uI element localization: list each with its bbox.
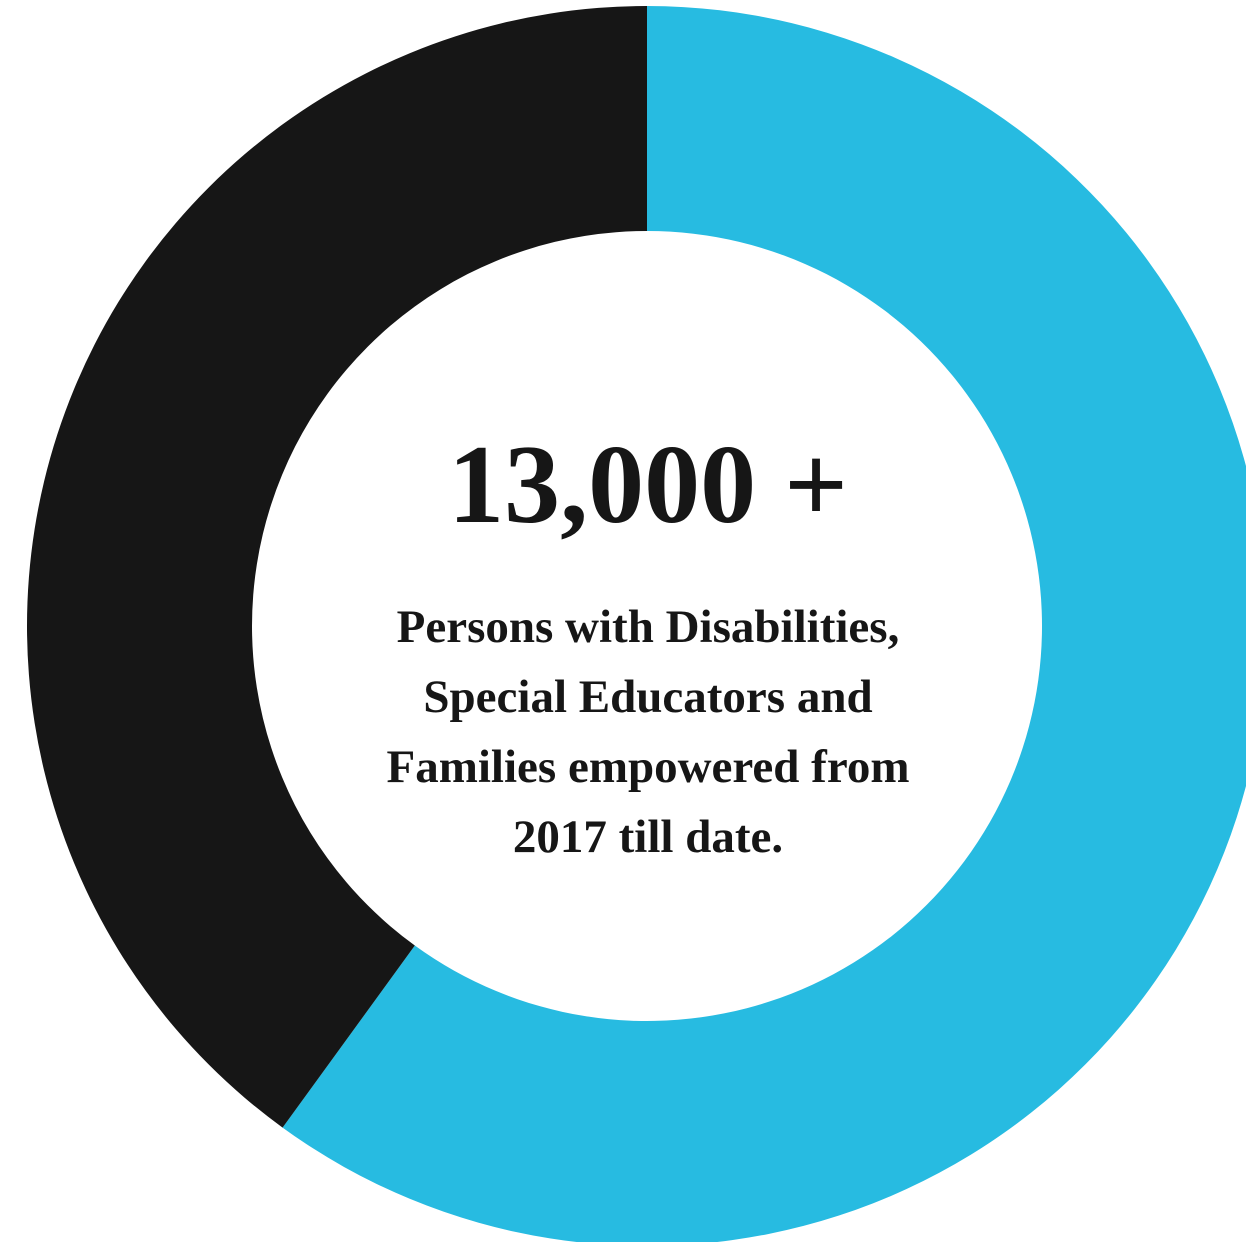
- donut-slice-1: [282, 6, 1246, 1242]
- caption-line-2: Special Educators and: [423, 671, 873, 723]
- center-label: 13,000 + Persons with Disabilities, Spec…: [323, 420, 973, 872]
- caption-line-1: Persons with Disabilities,: [396, 601, 900, 653]
- caption-line-4: 2017 till date.: [512, 811, 784, 863]
- headline-number: 13,000 +: [448, 423, 848, 547]
- caption-line-3: Families empowered from: [386, 741, 910, 793]
- caption: Persons with Disabilities, Special Educa…: [323, 592, 973, 872]
- donut-slice-2: [26, 6, 647, 1128]
